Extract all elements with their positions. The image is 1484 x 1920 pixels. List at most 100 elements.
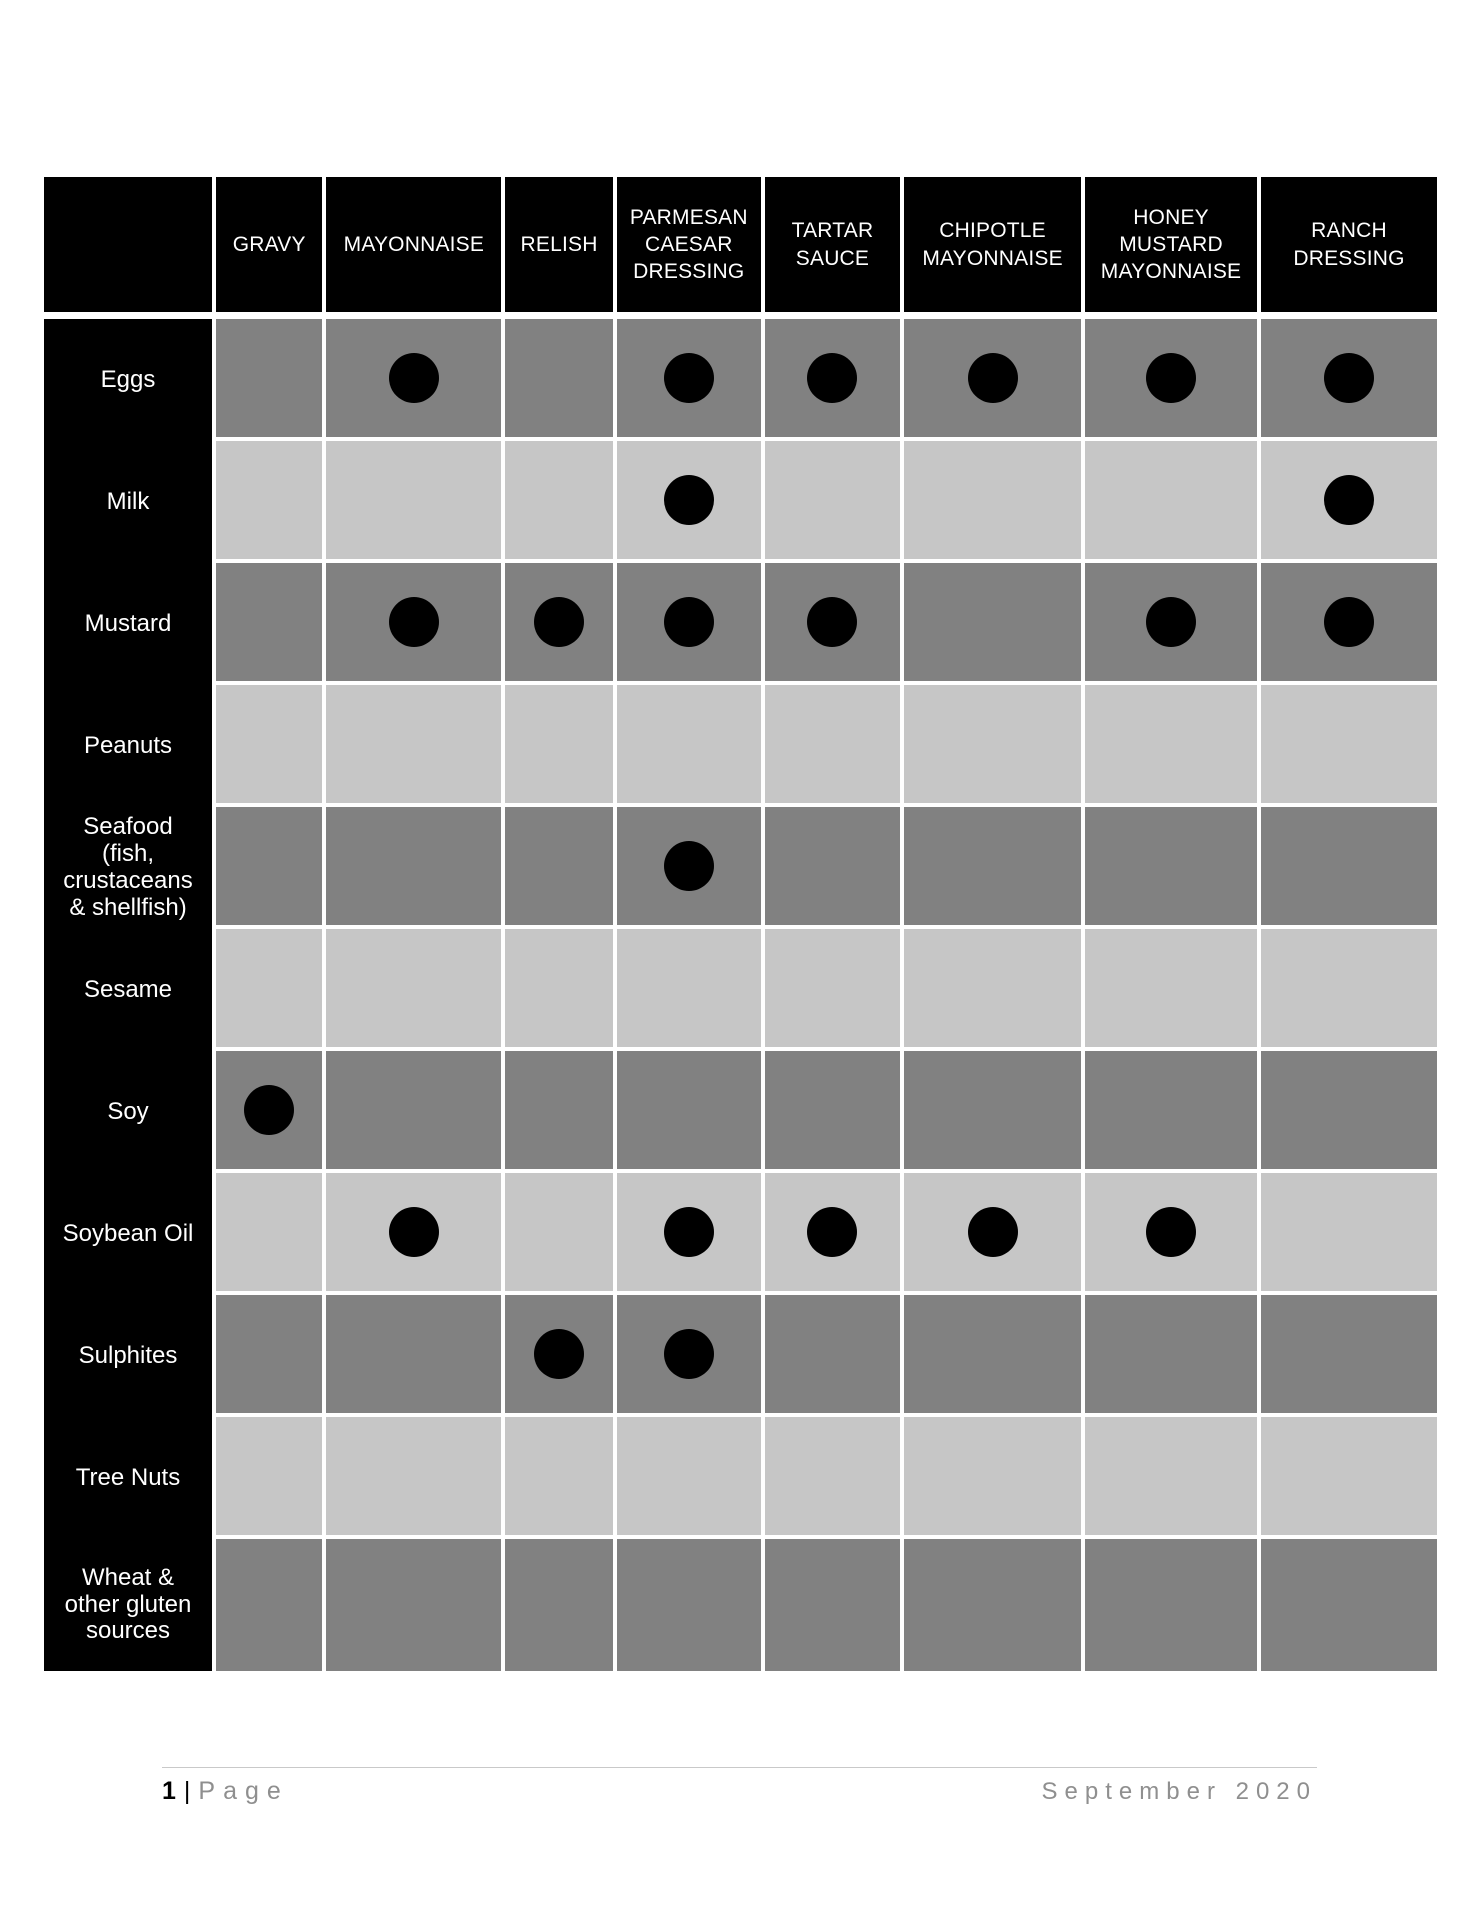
- allergen-present-dot: [663, 841, 714, 891]
- matrix-cell: [616, 319, 761, 437]
- matrix-cell: [616, 929, 761, 1047]
- allergen-present-dot: [534, 597, 585, 647]
- matrix-cell: [1261, 685, 1437, 803]
- matrix-cell: [1261, 319, 1437, 437]
- matrix-cell: [1261, 807, 1437, 925]
- allergen-present-dot: [1324, 475, 1374, 525]
- matrix-cell: [764, 807, 901, 925]
- matrix-cell: [764, 319, 901, 437]
- matrix-cell: [764, 1051, 901, 1169]
- matrix-cell: [904, 685, 1082, 803]
- matrix-cell: [1085, 1173, 1258, 1291]
- allergen-matrix-table: Eggs Milk Mustard Peanuts Seafood (fish, cru…: [44, 177, 1437, 1671]
- matrix-cell: [1085, 1295, 1258, 1413]
- matrix-cell: [1261, 563, 1437, 681]
- matrix-cell: [1261, 929, 1437, 1047]
- allergen-present-dot: [1146, 1207, 1197, 1257]
- matrix-cell: [764, 563, 901, 681]
- matrix-cell: [764, 685, 901, 803]
- matrix-cell: [326, 685, 502, 803]
- matrix-grid: [216, 319, 1437, 1671]
- matrix-cell: [764, 1539, 901, 1671]
- matrix-cell: [505, 929, 613, 1047]
- matrix-cell: [1085, 1417, 1258, 1535]
- page-number: 1: [162, 1777, 176, 1805]
- matrix-cell: [616, 1173, 761, 1291]
- matrix-cell: [216, 1295, 323, 1413]
- column-header: MAYONNAISE: [326, 177, 502, 312]
- matrix-cell: [216, 1173, 323, 1291]
- matrix-cell: [904, 441, 1082, 559]
- allergen-label: Soy: [107, 1097, 149, 1125]
- matrix-cell: [904, 807, 1082, 925]
- column-header: GRAVY: [216, 177, 323, 312]
- matrix-cell: [616, 441, 761, 559]
- column-header: RANCH DRESSING: [1261, 177, 1437, 312]
- matrix-cell: [764, 1295, 901, 1413]
- matrix-cell: [1085, 685, 1258, 803]
- matrix-cell: [1261, 1295, 1437, 1413]
- matrix-cell: [216, 319, 323, 437]
- matrix-cell: [326, 1417, 502, 1535]
- matrix-cell: [505, 1295, 613, 1413]
- matrix-cell: [505, 807, 613, 925]
- allergen-label: Milk: [106, 487, 150, 515]
- matrix-cell: [616, 563, 761, 681]
- matrix-cell: [216, 563, 323, 681]
- matrix-cell: [764, 1173, 901, 1291]
- footer-separator: |: [183, 1777, 191, 1805]
- matrix-cell: [1261, 1539, 1437, 1671]
- matrix-cell: [216, 1539, 323, 1671]
- allergen-present-dot: [663, 597, 714, 647]
- matrix-cell: [505, 319, 613, 437]
- matrix-cell: [216, 441, 323, 559]
- matrix-cell: [904, 1417, 1082, 1535]
- matrix-cell: [505, 685, 613, 803]
- allergen-present-dot: [1324, 353, 1374, 403]
- matrix-cell: [616, 1295, 761, 1413]
- column-header: HONEY MUSTARD MAYONNAISE: [1085, 177, 1258, 312]
- allergen-label: Peanuts: [83, 731, 173, 759]
- matrix-cell: [216, 807, 323, 925]
- matrix-cell: [216, 685, 323, 803]
- matrix-cell: [904, 1051, 1082, 1169]
- allergen-label: Sesame: [83, 975, 173, 1003]
- allergen-label: Wheat & other gluten sources: [64, 1563, 192, 1645]
- matrix-cell: [904, 1173, 1082, 1291]
- matrix-cell: [904, 319, 1082, 437]
- allergen-label: Sulphites: [78, 1341, 178, 1369]
- matrix-cell: [1085, 441, 1258, 559]
- matrix-cell: [326, 319, 502, 437]
- matrix-cell: [216, 1417, 323, 1535]
- matrix-cell: [505, 563, 613, 681]
- matrix-cell: [764, 929, 901, 1047]
- matrix-cell: [904, 1295, 1082, 1413]
- allergen-label-column: Eggs Milk Mustard Peanuts Seafood (fish, cru…: [44, 177, 212, 1671]
- allergen-present-dot: [663, 353, 714, 403]
- matrix-cell: [1085, 1051, 1258, 1169]
- matrix-cell: [326, 1295, 502, 1413]
- matrix-cell: [1261, 1051, 1437, 1169]
- matrix-cell: [764, 1417, 901, 1535]
- matrix-cell: [904, 563, 1082, 681]
- matrix-cell: [1085, 319, 1258, 437]
- matrix-cell: [1085, 563, 1258, 681]
- allergen-present-dot: [1146, 597, 1197, 647]
- matrix-cell: [616, 807, 761, 925]
- allergen-present-dot: [663, 475, 714, 525]
- allergen-label: Soybean Oil: [62, 1219, 194, 1247]
- matrix-cell: [326, 1539, 502, 1671]
- matrix-cell: [326, 807, 502, 925]
- matrix-cell: [505, 441, 613, 559]
- allergen-present-dot: [1324, 597, 1374, 647]
- matrix-cell: [616, 685, 761, 803]
- matrix-cell: [616, 1417, 761, 1535]
- allergen-present-dot: [663, 1207, 714, 1257]
- allergen-present-dot: [1146, 353, 1197, 403]
- column-header: TARTAR SAUCE: [764, 177, 901, 312]
- allergen-present-dot: [967, 1207, 1018, 1257]
- allergen-label: Eggs: [100, 365, 156, 393]
- allergen-present-dot: [388, 1207, 439, 1257]
- matrix-cell: [1261, 441, 1437, 559]
